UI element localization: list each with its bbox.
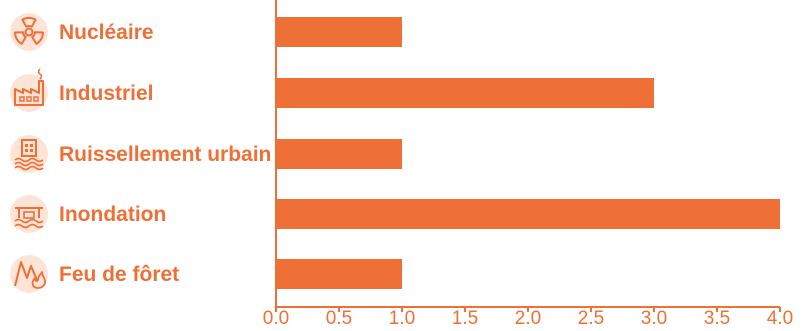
category-label: Nucléaire [59, 21, 154, 44]
x-axis-ticks: 0.0 0.5 1.0 1.5 2.0 2.5 3.0 3.5 4.0 [263, 307, 793, 329]
category-icons [10, 13, 48, 293]
x-tick-label: 0.0 [263, 308, 289, 329]
factory-icon [10, 68, 48, 112]
category-label: Ruissellement urbain [59, 143, 271, 166]
x-tick-label: 2.0 [515, 308, 541, 329]
x-tick-label: 1.0 [389, 308, 415, 329]
category-label: Industriel [59, 82, 154, 105]
bars [277, 17, 780, 289]
urban-runoff-icon [10, 135, 48, 173]
forest-fire-icon [10, 255, 48, 293]
bar-urban-runoff [277, 139, 402, 169]
x-tick-label: 3.0 [641, 308, 667, 329]
category-label: Inondation [59, 203, 166, 226]
flood-icon [10, 195, 48, 233]
category-labels: Nucléaire Industriel Ruissellement urbain I… [59, 21, 271, 286]
bar-flood [277, 199, 780, 229]
x-tick-label: 1.5 [452, 308, 478, 329]
x-tick-label: 3.5 [704, 308, 730, 329]
x-tick-label: 2.5 [578, 308, 604, 329]
bar-forest-fire [277, 259, 402, 289]
bar-factory [277, 78, 654, 108]
category-label: Feu de fôret [59, 263, 179, 286]
radiation-icon [10, 13, 48, 51]
x-tick-label: 4.0 [767, 308, 793, 329]
x-tick-label: 0.5 [326, 308, 352, 329]
bar-radiation [277, 17, 402, 47]
